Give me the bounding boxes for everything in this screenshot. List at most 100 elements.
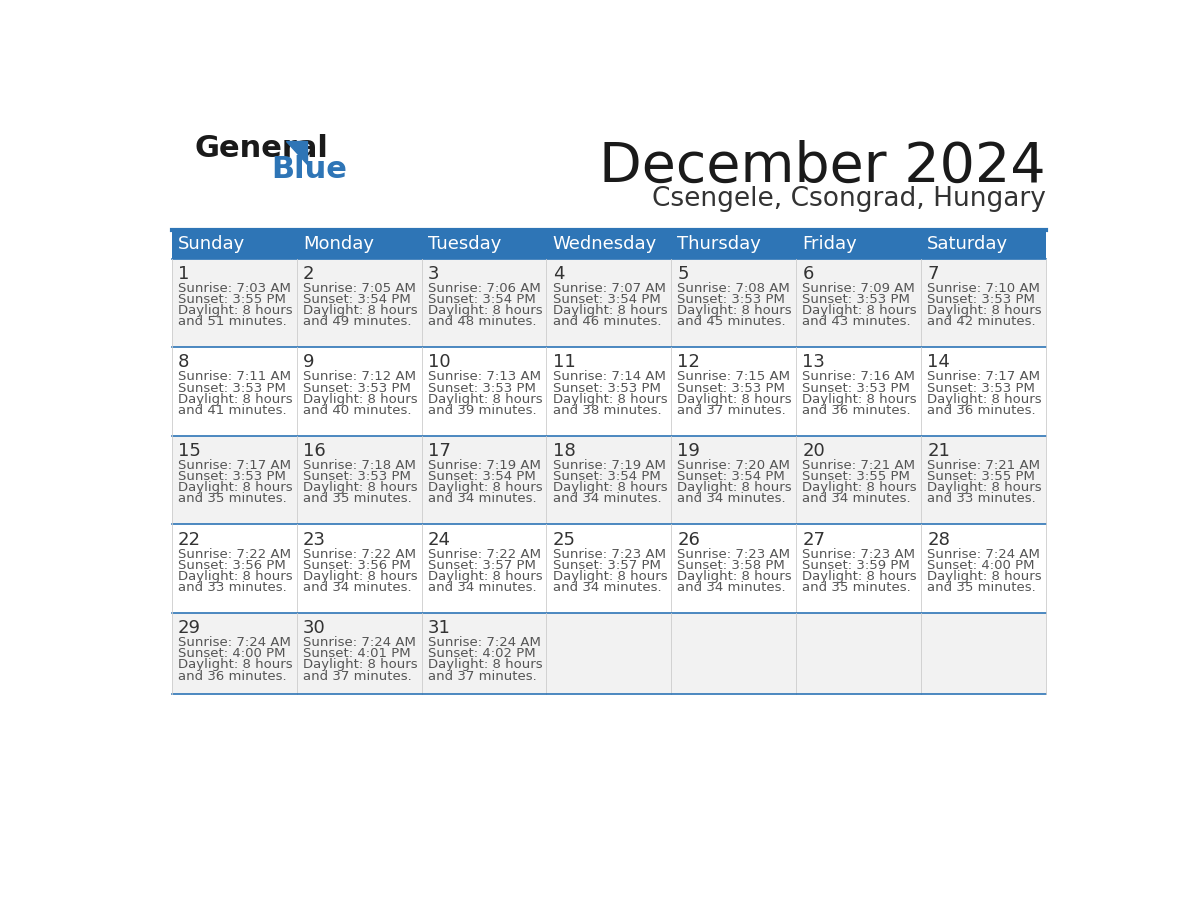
Text: 24: 24 (428, 531, 450, 549)
Text: Daylight: 8 hours: Daylight: 8 hours (178, 304, 292, 318)
Text: and 42 minutes.: and 42 minutes. (928, 316, 1036, 329)
Text: 26: 26 (677, 531, 701, 549)
Text: Sunset: 3:53 PM: Sunset: 3:53 PM (303, 470, 411, 483)
Text: 30: 30 (303, 619, 326, 637)
Text: 7: 7 (928, 265, 939, 283)
Text: 14: 14 (928, 353, 950, 372)
Text: Friday: Friday (802, 235, 857, 253)
Text: Sunset: 3:53 PM: Sunset: 3:53 PM (178, 470, 286, 483)
Polygon shape (286, 141, 307, 164)
Text: 13: 13 (802, 353, 826, 372)
Text: and 46 minutes.: and 46 minutes. (552, 316, 661, 329)
Text: and 34 minutes.: and 34 minutes. (552, 492, 662, 506)
Text: Sunrise: 7:24 AM: Sunrise: 7:24 AM (303, 636, 416, 649)
Text: Daylight: 8 hours: Daylight: 8 hours (677, 393, 792, 406)
Bar (172, 613, 1045, 694)
Text: Sunset: 3:55 PM: Sunset: 3:55 PM (928, 470, 1035, 483)
Text: Sunset: 3:53 PM: Sunset: 3:53 PM (928, 382, 1035, 395)
Text: Sunset: 3:54 PM: Sunset: 3:54 PM (677, 470, 785, 483)
Text: Daylight: 8 hours: Daylight: 8 hours (802, 481, 917, 494)
Text: Sunrise: 7:15 AM: Sunrise: 7:15 AM (677, 371, 790, 384)
Text: Wednesday: Wednesday (552, 235, 657, 253)
Text: Daylight: 8 hours: Daylight: 8 hours (928, 481, 1042, 494)
Text: Sunset: 3:53 PM: Sunset: 3:53 PM (928, 293, 1035, 306)
Text: Sunset: 3:57 PM: Sunset: 3:57 PM (428, 559, 536, 572)
Text: 18: 18 (552, 442, 575, 460)
Text: Sunrise: 7:24 AM: Sunrise: 7:24 AM (428, 636, 541, 649)
Text: Saturday: Saturday (928, 235, 1009, 253)
Text: and 38 minutes.: and 38 minutes. (552, 404, 662, 417)
Text: Daylight: 8 hours: Daylight: 8 hours (303, 304, 417, 318)
Text: Sunset: 4:01 PM: Sunset: 4:01 PM (303, 647, 411, 660)
Text: Sunrise: 7:18 AM: Sunrise: 7:18 AM (303, 459, 416, 472)
Text: Sunset: 3:54 PM: Sunset: 3:54 PM (428, 470, 536, 483)
Text: and 43 minutes.: and 43 minutes. (802, 316, 911, 329)
Text: and 48 minutes.: and 48 minutes. (428, 316, 536, 329)
Text: Sunrise: 7:16 AM: Sunrise: 7:16 AM (802, 371, 915, 384)
Text: Sunset: 3:54 PM: Sunset: 3:54 PM (552, 470, 661, 483)
Text: Sunrise: 7:23 AM: Sunrise: 7:23 AM (802, 547, 916, 561)
Text: Daylight: 8 hours: Daylight: 8 hours (428, 481, 543, 494)
Text: and 33 minutes.: and 33 minutes. (928, 492, 1036, 506)
Text: Sunday: Sunday (178, 235, 245, 253)
Text: Sunrise: 7:14 AM: Sunrise: 7:14 AM (552, 371, 665, 384)
Text: Sunrise: 7:22 AM: Sunrise: 7:22 AM (303, 547, 416, 561)
Text: and 34 minutes.: and 34 minutes. (677, 492, 786, 506)
Text: 25: 25 (552, 531, 576, 549)
Text: Sunrise: 7:12 AM: Sunrise: 7:12 AM (303, 371, 416, 384)
Text: Daylight: 8 hours: Daylight: 8 hours (552, 304, 668, 318)
Text: and 35 minutes.: and 35 minutes. (928, 581, 1036, 594)
Text: Sunrise: 7:22 AM: Sunrise: 7:22 AM (428, 547, 541, 561)
Text: and 37 minutes.: and 37 minutes. (428, 669, 537, 683)
Text: and 33 minutes.: and 33 minutes. (178, 581, 286, 594)
Text: Sunrise: 7:19 AM: Sunrise: 7:19 AM (552, 459, 665, 472)
Text: 28: 28 (928, 531, 950, 549)
Text: and 34 minutes.: and 34 minutes. (428, 581, 536, 594)
Text: and 35 minutes.: and 35 minutes. (802, 581, 911, 594)
Text: Sunset: 3:53 PM: Sunset: 3:53 PM (677, 293, 785, 306)
Text: 19: 19 (677, 442, 701, 460)
Text: Sunrise: 7:08 AM: Sunrise: 7:08 AM (677, 282, 790, 295)
Text: 22: 22 (178, 531, 201, 549)
Text: Daylight: 8 hours: Daylight: 8 hours (178, 570, 292, 583)
Text: 20: 20 (802, 442, 826, 460)
Text: and 34 minutes.: and 34 minutes. (802, 492, 911, 506)
Text: Sunset: 4:02 PM: Sunset: 4:02 PM (428, 647, 536, 660)
Text: Daylight: 8 hours: Daylight: 8 hours (428, 658, 543, 671)
Text: 5: 5 (677, 265, 689, 283)
Text: Sunset: 3:54 PM: Sunset: 3:54 PM (303, 293, 411, 306)
Text: 31: 31 (428, 619, 450, 637)
Text: Sunset: 4:00 PM: Sunset: 4:00 PM (928, 559, 1035, 572)
Text: Sunset: 3:54 PM: Sunset: 3:54 PM (552, 293, 661, 306)
Text: Tuesday: Tuesday (428, 235, 501, 253)
Text: 12: 12 (677, 353, 701, 372)
Text: 21: 21 (928, 442, 950, 460)
Text: Sunrise: 7:09 AM: Sunrise: 7:09 AM (802, 282, 915, 295)
Text: and 36 minutes.: and 36 minutes. (928, 404, 1036, 417)
Text: Daylight: 8 hours: Daylight: 8 hours (178, 481, 292, 494)
Text: and 40 minutes.: and 40 minutes. (303, 404, 411, 417)
Text: Daylight: 8 hours: Daylight: 8 hours (802, 393, 917, 406)
Text: Daylight: 8 hours: Daylight: 8 hours (303, 481, 417, 494)
Text: Sunrise: 7:06 AM: Sunrise: 7:06 AM (428, 282, 541, 295)
Text: and 39 minutes.: and 39 minutes. (428, 404, 536, 417)
Text: December 2024: December 2024 (599, 140, 1045, 194)
Text: Daylight: 8 hours: Daylight: 8 hours (928, 393, 1042, 406)
Text: 11: 11 (552, 353, 575, 372)
Text: Sunset: 3:55 PM: Sunset: 3:55 PM (802, 470, 910, 483)
Text: and 34 minutes.: and 34 minutes. (303, 581, 411, 594)
Text: Daylight: 8 hours: Daylight: 8 hours (303, 570, 417, 583)
Text: and 36 minutes.: and 36 minutes. (802, 404, 911, 417)
Text: Sunrise: 7:22 AM: Sunrise: 7:22 AM (178, 547, 291, 561)
Text: 2: 2 (303, 265, 315, 283)
Text: Sunrise: 7:19 AM: Sunrise: 7:19 AM (428, 459, 541, 472)
Text: Sunrise: 7:17 AM: Sunrise: 7:17 AM (178, 459, 291, 472)
Text: Daylight: 8 hours: Daylight: 8 hours (677, 570, 792, 583)
Text: and 45 minutes.: and 45 minutes. (677, 316, 786, 329)
Bar (172, 230, 1045, 259)
Text: 3: 3 (428, 265, 440, 283)
Text: and 35 minutes.: and 35 minutes. (303, 492, 411, 506)
Text: Sunrise: 7:20 AM: Sunrise: 7:20 AM (677, 459, 790, 472)
Text: Sunset: 3:53 PM: Sunset: 3:53 PM (802, 382, 910, 395)
Text: Sunset: 3:57 PM: Sunset: 3:57 PM (552, 559, 661, 572)
